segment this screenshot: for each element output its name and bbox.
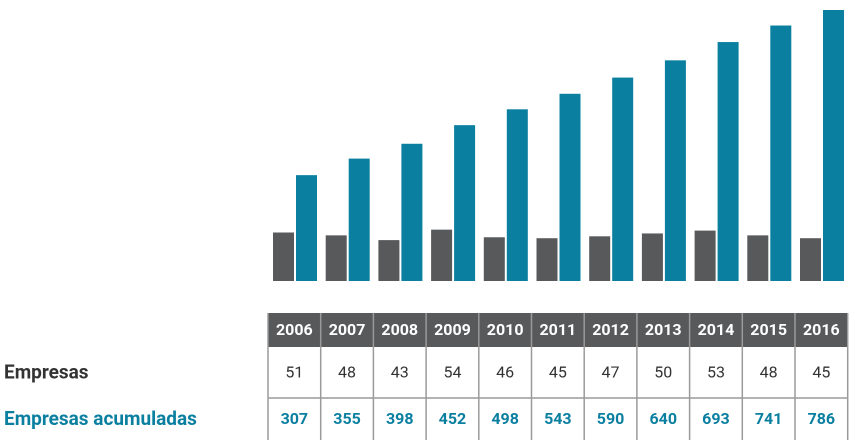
bar <box>431 229 453 281</box>
year-label: 2009 <box>434 320 471 339</box>
bar <box>454 125 476 281</box>
bar <box>612 77 634 281</box>
bar <box>664 60 686 281</box>
year-label: 2014 <box>698 320 735 339</box>
bar <box>348 158 370 281</box>
cell-value: 741 <box>755 409 783 428</box>
cell-value: 498 <box>491 409 519 428</box>
bar <box>747 235 769 281</box>
bar <box>717 42 739 282</box>
cell-value: 50 <box>654 363 672 382</box>
year-label: 2007 <box>329 320 366 339</box>
cell-value: 355 <box>333 409 361 428</box>
cell-value: 47 <box>602 363 620 382</box>
cell-value: 543 <box>544 409 572 428</box>
bar <box>378 240 400 281</box>
year-label: 2008 <box>381 320 418 339</box>
row-label: Empresas <box>4 361 89 384</box>
table-header-bg <box>268 313 848 347</box>
bar <box>325 235 347 281</box>
row-label: Empresas acumuladas <box>4 407 197 430</box>
bar <box>800 238 821 281</box>
cell-value: 51 <box>285 363 303 382</box>
year-label: 2010 <box>487 320 524 339</box>
cell-value: 398 <box>386 409 414 428</box>
cell-value: 45 <box>812 363 830 382</box>
bar <box>483 237 505 281</box>
year-label: 2016 <box>803 320 840 339</box>
cell-value: 307 <box>281 409 309 428</box>
bar <box>641 233 663 281</box>
cell-value: 43 <box>391 363 409 382</box>
bar <box>770 25 792 282</box>
bar <box>296 175 317 281</box>
cell-value: 452 <box>439 409 467 428</box>
cell-value: 590 <box>597 409 625 428</box>
bar <box>589 236 611 281</box>
bar <box>506 109 528 282</box>
year-label: 2011 <box>539 320 576 339</box>
cell-value: 45 <box>549 363 567 382</box>
cell-value: 48 <box>760 363 778 382</box>
bar <box>694 230 716 281</box>
cell-value: 54 <box>443 363 461 382</box>
bar <box>273 232 294 281</box>
bar <box>559 93 581 281</box>
bar <box>823 10 844 281</box>
year-label: 2015 <box>750 320 787 339</box>
cell-value: 53 <box>707 363 725 382</box>
cell-value: 48 <box>338 363 356 382</box>
bar <box>401 143 423 281</box>
cell-value: 786 <box>808 409 836 428</box>
year-label: 2006 <box>276 320 313 339</box>
year-label: 2013 <box>645 320 682 339</box>
cell-value: 693 <box>702 409 730 428</box>
cell-value: 640 <box>649 409 677 428</box>
cell-value: 46 <box>496 363 514 382</box>
year-label: 2012 <box>592 320 629 339</box>
bar <box>536 238 558 281</box>
